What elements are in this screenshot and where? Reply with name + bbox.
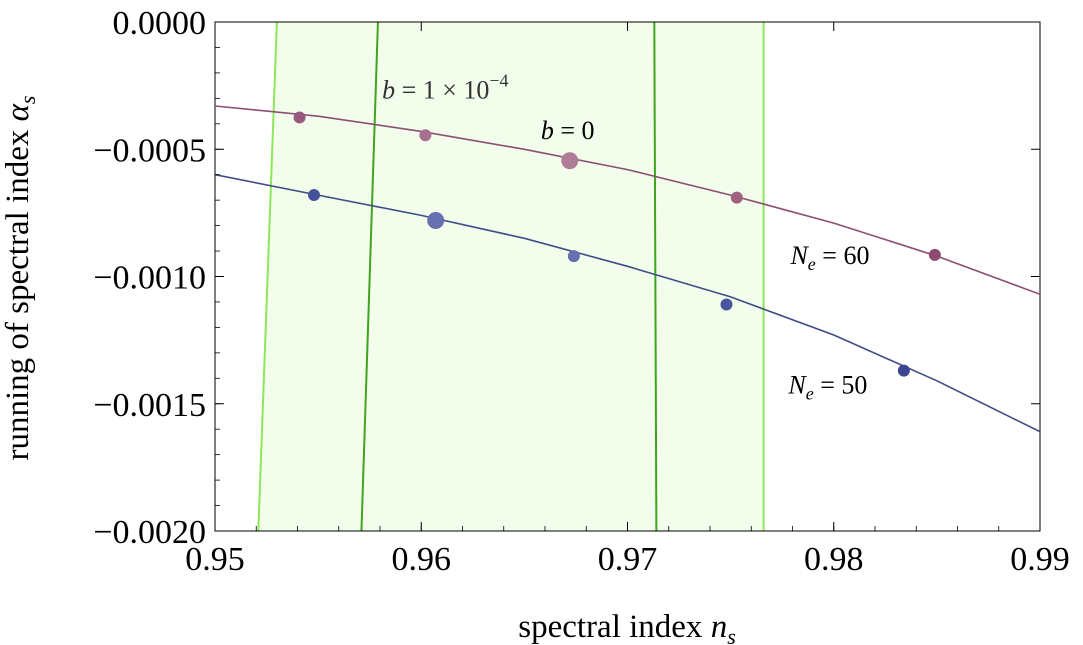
y-tick-label-0: 0.0000 bbox=[113, 5, 207, 42]
annotation-4: b = 1 × 10−4 bbox=[382, 70, 508, 104]
series-1-point-2 bbox=[419, 129, 432, 142]
axis-titles: spectral index ns running of spectral ind… bbox=[0, 96, 736, 645]
y-tick-label-4: −0.0020 bbox=[93, 514, 206, 551]
annotation-2: Ne = 50 bbox=[787, 371, 867, 404]
series-2-point-2 bbox=[427, 212, 445, 230]
x-tick-label-4: 0.99 bbox=[1010, 541, 1070, 578]
y-tick-label-2: −0.0010 bbox=[93, 260, 206, 297]
series-1-point-4 bbox=[730, 191, 743, 204]
y-axis-title: running of spectral index αs bbox=[0, 96, 40, 461]
x-tick-label-3: 0.98 bbox=[804, 541, 864, 578]
x-axis-title: spectral index ns bbox=[518, 609, 736, 645]
series-points bbox=[293, 111, 941, 377]
axis-ticks: 0.95 0.96 0.97 0.98 0.99 0.0000 −0.0005 −0.0010… bbox=[93, 5, 1069, 578]
series-1-point-1 bbox=[293, 111, 306, 124]
band-fill-inner bbox=[361, 22, 657, 531]
confidence-bands bbox=[257, 22, 765, 531]
y-tick-label-1: −0.0005 bbox=[93, 132, 206, 169]
band-edge-inner-right bbox=[653, 22, 658, 531]
x-tick-label-1: 0.96 bbox=[392, 541, 452, 578]
series-2-point-1 bbox=[308, 189, 320, 202]
annotation-3: b = 0 bbox=[541, 116, 595, 145]
annotations: Ne = 60 Ne = 50 b = 0 b = 1 × 10−4 bbox=[382, 70, 869, 403]
annotation-1: Ne = 60 bbox=[789, 241, 869, 274]
band-edge-inner-left bbox=[360, 22, 379, 531]
series-1-point-5 bbox=[928, 248, 941, 261]
series-2-point-5 bbox=[897, 364, 910, 377]
x-tick-label-0: 0.95 bbox=[185, 541, 245, 578]
series-1-point-3 bbox=[561, 152, 579, 170]
series-1-line bbox=[215, 105, 1040, 296]
series-2-point-4 bbox=[720, 298, 733, 311]
series-2-point-3 bbox=[567, 250, 580, 263]
y-tick-label-3: −0.0015 bbox=[93, 387, 206, 424]
x-tick-label-2: 0.97 bbox=[598, 541, 658, 578]
band-edge-outer-left bbox=[257, 22, 278, 531]
